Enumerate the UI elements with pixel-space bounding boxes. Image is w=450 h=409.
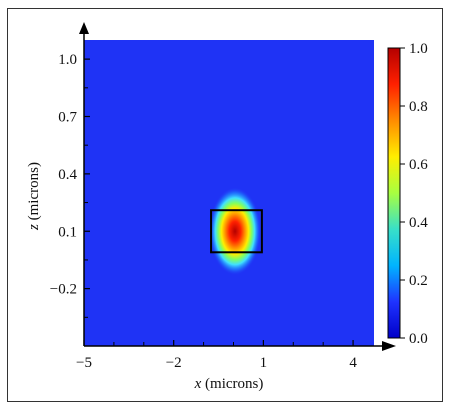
x-tick-label: 4 <box>349 355 357 371</box>
x-ticks: −5 −2 1 4 <box>76 340 357 371</box>
figure-frame <box>7 8 443 402</box>
y-tick-label: 0.1 <box>58 224 77 240</box>
x-tick-label: −5 <box>76 355 92 371</box>
colorbar-tick-label: 0.6 <box>409 157 428 173</box>
colorbar-tick-label: 1.0 <box>409 41 428 57</box>
axes <box>79 22 396 351</box>
y-tick-label: 1.0 <box>58 52 77 68</box>
y-axis-arrow-icon <box>79 22 89 34</box>
colorbar-tick-label: 0.8 <box>409 99 428 115</box>
x-tick-label: −2 <box>166 355 182 371</box>
colorbar-ticks: 1.0 0.8 0.6 0.4 0.2 0.0 <box>400 41 428 347</box>
colorbar <box>387 47 401 339</box>
y-tick-label: −0.2 <box>50 282 77 298</box>
y-axis-label: z (microns) <box>26 162 42 231</box>
y-tick-label: 0.7 <box>58 110 77 126</box>
x-axis-arrow-icon <box>382 341 396 351</box>
waveguide-core-outline <box>210 209 263 254</box>
x-axis-label: x (microns) <box>194 376 264 392</box>
x-tick-label: 1 <box>260 355 268 371</box>
y-ticks: 1.0 0.7 0.4 0.1 −0.2 <box>50 52 90 318</box>
colorbar-tick-label: 0.0 <box>409 331 428 347</box>
field-intensity-spot <box>208 187 261 276</box>
y-tick-label: 0.4 <box>58 167 77 183</box>
colorbar-tick-label: 0.2 <box>409 273 428 289</box>
colorbar-tick-label: 0.4 <box>409 215 428 231</box>
